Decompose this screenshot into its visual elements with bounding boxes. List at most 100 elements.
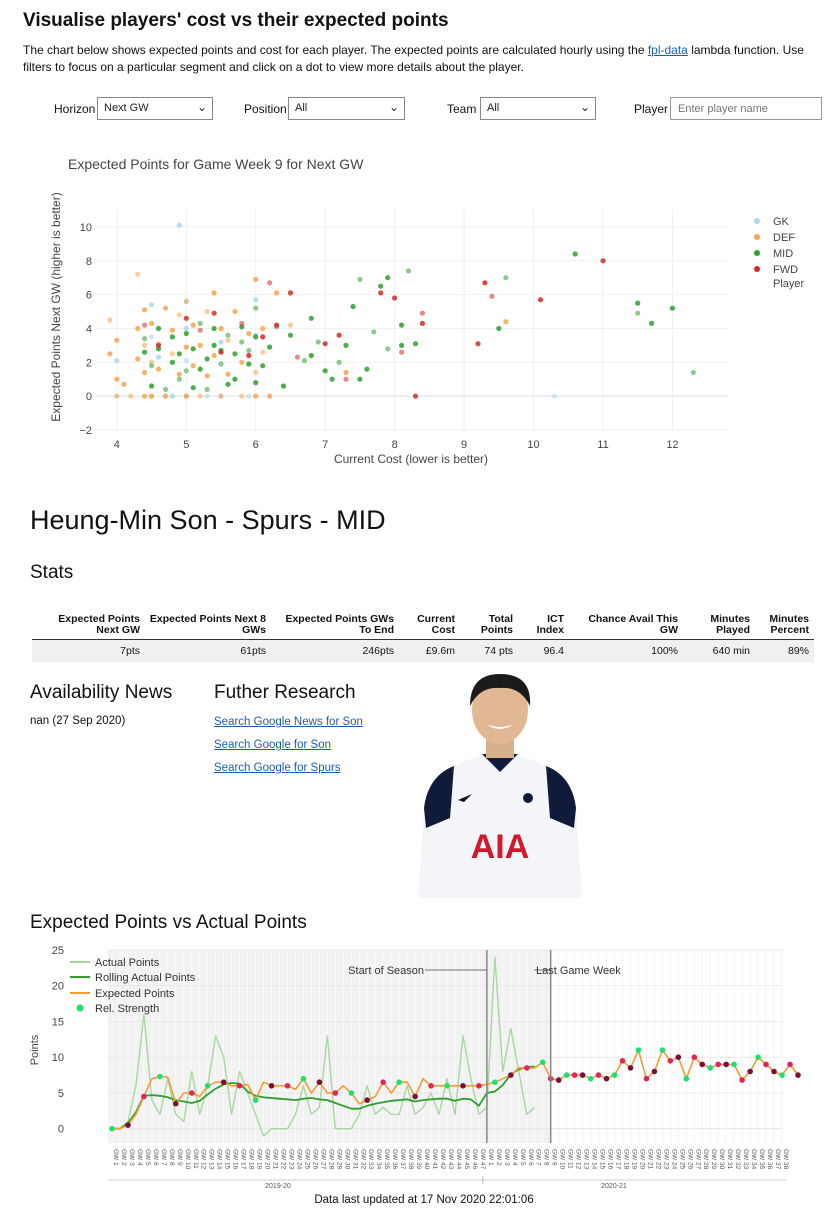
scatter-point-mid[interactable] [149, 383, 155, 389]
scatter-point-fwd[interactable] [155, 342, 162, 348]
scatter-point-mid[interactable] [169, 334, 175, 340]
rel-strength-point[interactable] [300, 1075, 307, 1082]
scatter-point-mid[interactable] [350, 303, 356, 310]
scatter-point-def[interactable] [176, 371, 182, 377]
rel-strength-point[interactable] [284, 1083, 291, 1089]
scatter-point-def[interactable] [274, 290, 280, 296]
rel-strength-point[interactable] [125, 1122, 131, 1128]
scatter-point-mid[interactable] [572, 251, 578, 257]
rel-strength-point[interactable] [731, 1061, 737, 1068]
rel-strength-point[interactable] [173, 1100, 179, 1107]
scatter-point-fwd[interactable] [600, 258, 606, 264]
scatter-point-mid[interactable] [343, 342, 349, 348]
scatter-point-mid[interactable] [239, 339, 245, 345]
scatter-point-mid[interactable] [649, 320, 655, 326]
rel-strength-point[interactable] [555, 1077, 562, 1083]
scatter-point-mid[interactable] [371, 329, 377, 335]
scatter-point-mid[interactable] [169, 359, 175, 365]
scatter-point-mid[interactable] [225, 332, 231, 338]
scatter-point-gk[interactable] [155, 354, 162, 360]
scatter-point-mid[interactable] [635, 300, 641, 306]
scatter-point-mid[interactable] [385, 346, 391, 352]
team-select[interactable]: All ⌄ [480, 97, 596, 120]
scatter-point-def[interactable] [135, 325, 141, 332]
rel-strength-point[interactable] [236, 1083, 243, 1089]
scatter-point-gk[interactable] [176, 222, 182, 228]
scatter-point-def[interactable] [183, 344, 189, 350]
scatter-point-def[interactable] [260, 349, 266, 355]
line-chart-points[interactable] [109, 1047, 801, 1132]
scatter-point-mid[interactable] [364, 366, 370, 372]
search-google-news-link[interactable]: Search Google News for Son [214, 716, 363, 728]
scatter-point-gk[interactable] [149, 302, 155, 308]
line-chart-legend[interactable]: Actual Points Rolling Actual Points Expe… [70, 957, 196, 1015]
scatter-points[interactable] [107, 222, 696, 399]
rel-strength-point[interactable] [412, 1093, 418, 1100]
rel-strength-point[interactable] [739, 1077, 745, 1083]
scatter-point-fwd[interactable] [399, 349, 405, 355]
scatter-point-def[interactable] [225, 371, 231, 377]
legend-label-fwd[interactable]: FWD [773, 264, 798, 276]
scatter-point-fwd[interactable] [482, 280, 488, 286]
scatter-point-mid[interactable] [412, 341, 419, 347]
scatter-point-mid[interactable] [669, 305, 676, 311]
scatter-point-def[interactable] [162, 393, 169, 399]
scatter-point-gk[interactable] [551, 393, 558, 399]
rel-strength-point[interactable] [595, 1072, 602, 1078]
rel-strength-point[interactable] [268, 1083, 275, 1089]
scatter-point-def[interactable] [218, 325, 224, 332]
scatter-point-mid[interactable] [253, 334, 259, 340]
rel-strength-point[interactable] [539, 1059, 546, 1065]
legend-label-def[interactable]: DEF [773, 232, 795, 244]
scatter-point-mid[interactable] [246, 361, 252, 367]
scatter-point-def[interactable] [135, 356, 141, 362]
scatter-point-def[interactable] [114, 376, 120, 382]
scatter-point-mid[interactable] [176, 376, 182, 382]
scatter-point-def[interactable] [107, 317, 113, 323]
scatter-point-fwd[interactable] [475, 341, 481, 347]
scatter-point-mid[interactable] [218, 361, 224, 367]
scatter-point-fwd[interactable] [246, 352, 252, 359]
scatter-point-mid[interactable] [385, 275, 391, 281]
scatter-point-def[interactable] [190, 363, 196, 369]
scatter-point-def[interactable] [149, 320, 155, 326]
scatter-point-fwd[interactable] [142, 322, 148, 328]
scatter-point-gk[interactable] [204, 393, 210, 399]
scatter-point-mid[interactable] [405, 268, 412, 274]
rel-strength-point[interactable] [723, 1061, 729, 1068]
scatter-point-fwd[interactable] [378, 290, 384, 296]
rel-strength-point[interactable] [380, 1079, 387, 1085]
scatter-point-gk[interactable] [149, 334, 155, 340]
player-search-input[interactable] [670, 97, 822, 120]
scatter-point-mid[interactable] [267, 344, 273, 350]
scatter-point-def[interactable] [239, 359, 245, 365]
rel-strength-point[interactable] [627, 1065, 634, 1071]
scatter-point-def[interactable] [246, 330, 252, 337]
rel-strength-point[interactable] [763, 1061, 769, 1068]
rel-strength-point[interactable] [715, 1061, 721, 1068]
scatter-point-mid[interactable] [301, 358, 307, 364]
scatter-point-def[interactable] [169, 351, 175, 357]
rel-strength-point[interactable] [524, 1065, 530, 1071]
scatter-point-def[interactable] [225, 337, 231, 343]
scatter-point-mid[interactable] [399, 322, 405, 328]
scatter-point-fwd[interactable] [287, 290, 294, 296]
scatter-point-def[interactable] [253, 393, 259, 399]
scatter-point-mid[interactable] [280, 383, 287, 389]
scatter-point-fwd[interactable] [274, 322, 280, 328]
scatter-point-fwd[interactable] [489, 293, 495, 299]
rel-strength-point[interactable] [691, 1054, 698, 1060]
position-select[interactable]: All ⌄ [288, 97, 405, 120]
rel-strength-point[interactable] [316, 1079, 323, 1085]
scatter-point-mid[interactable] [503, 275, 509, 281]
rel-strength-point[interactable] [508, 1072, 514, 1078]
rel-strength-point[interactable] [603, 1075, 610, 1082]
scatter-point-def[interactable] [114, 393, 120, 399]
scatter-point-def[interactable] [197, 342, 203, 348]
scatter-point-def[interactable] [142, 393, 148, 399]
rel-strength-point[interactable] [699, 1061, 705, 1068]
scatter-point-mid[interactable] [204, 386, 210, 392]
scatter-point-fwd[interactable] [183, 315, 189, 321]
search-google-player-link[interactable]: Search Google for Son [214, 739, 331, 751]
scatter-point-mid[interactable] [183, 330, 189, 337]
